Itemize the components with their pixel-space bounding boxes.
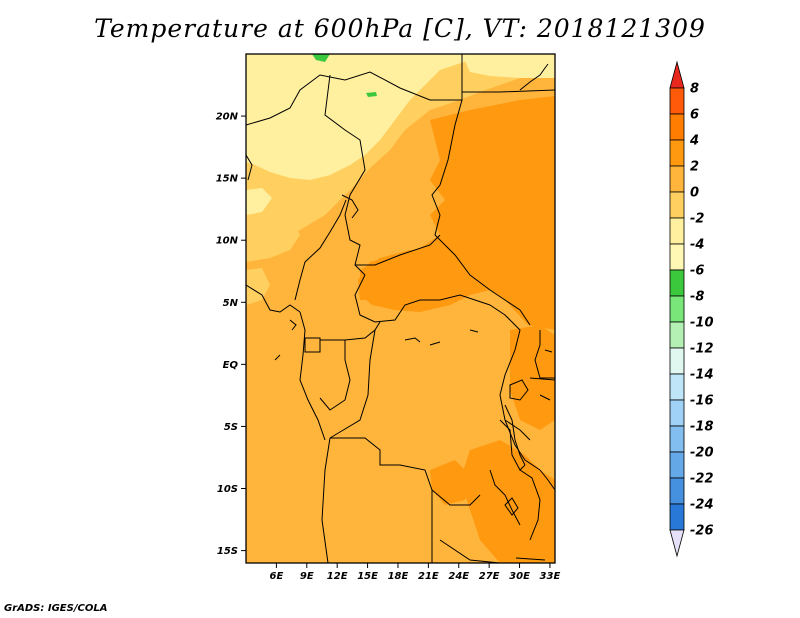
lat-tick-label: 5N [223, 298, 239, 309]
green-spot-central [366, 92, 377, 97]
colorbar-overflow-arrow [669, 60, 685, 89]
map-frame [245, 53, 556, 564]
lon-tick-label: 6E [269, 571, 283, 582]
colorbar-swatch [669, 165, 685, 193]
colorbar-label: -10 [690, 316, 714, 331]
warm-region-sahel [360, 250, 480, 312]
colorbar-swatch [669, 269, 685, 297]
lon-tick-label: 15E [357, 571, 378, 582]
colorbar-label: -24 [690, 498, 714, 513]
lat-tick-label: 5S [224, 422, 238, 433]
colorbar-label: -26 [690, 524, 714, 539]
colorbar-label: -12 [690, 342, 714, 357]
colorbar-swatch [669, 425, 685, 453]
colorbar-swatch [669, 321, 685, 349]
cool-patch-coast [246, 268, 270, 305]
cold-region-north [246, 54, 470, 180]
colorbar-label: -20 [690, 446, 714, 461]
colorbar-swatch [669, 451, 685, 479]
colorbar-underflow-arrow [669, 529, 685, 558]
lon-tick-label: 30E [509, 571, 530, 582]
lat-tick-label: 15N [216, 174, 239, 185]
colorbar-label: -16 [690, 394, 714, 409]
colorbar: 8 6 4 2 0 -2 -4 -6 -8 -10 -12 -14 -16 -18 -20 -22 -24 -26 [669, 60, 714, 558]
colorbar-label: -8 [690, 290, 704, 305]
colorbar-swatch [669, 503, 685, 531]
colorbar-swatch [669, 243, 685, 271]
lon-tick-label: 9E [300, 571, 314, 582]
cool-patch-west [246, 200, 300, 262]
lat-tick-label: EQ [223, 360, 239, 371]
colorbar-label: 4 [689, 134, 699, 149]
latitude-axis: 20N 15N 10N 5N EQ 5S 10S 15S [216, 112, 246, 557]
green-spot-north [312, 54, 330, 62]
colorbar-label: 8 [690, 82, 699, 97]
cold-patch-northeast [462, 54, 555, 78]
colorbar-swatch [669, 191, 685, 219]
colorbar-label: 0 [690, 186, 699, 201]
map-title: Temperature at 600hPa [C], VT: 201812130… [94, 14, 706, 43]
lat-tick-label: 10S [217, 484, 238, 495]
warm-region-congo [430, 460, 470, 505]
colorbar-swatch [669, 477, 685, 505]
colorbar-label: -2 [690, 212, 704, 227]
lat-tick-label: 15S [217, 546, 238, 557]
colorbar-label: -22 [690, 472, 714, 487]
colorbar-label: 6 [690, 108, 699, 123]
colorbar-swatch [669, 87, 685, 115]
colorbar-swatch [669, 373, 685, 401]
lon-tick-label: 18E [388, 571, 409, 582]
colorbar-label: -14 [690, 368, 714, 383]
longitude-axis: 6E 9E 12E 15E 18E 21E 24E 27E 30E 33E [269, 563, 560, 582]
colorbar-label: -18 [690, 420, 714, 435]
colorbar-swatch [669, 399, 685, 427]
warm-region-lakes [510, 325, 555, 430]
lon-tick-label: 24E [448, 571, 469, 582]
colorbar-label: -6 [690, 264, 704, 279]
colorbar-label: -4 [690, 238, 704, 253]
colorbar-swatch [669, 295, 685, 323]
lon-tick-label: 33E [540, 571, 561, 582]
colorbar-label: 2 [690, 160, 699, 175]
cold-patch-west [246, 188, 272, 215]
colorbar-swatch [669, 139, 685, 167]
colorbar-swatch [669, 113, 685, 141]
lat-tick-label: 20N [216, 112, 239, 123]
temperature-field [246, 54, 555, 563]
lon-tick-label: 27E [479, 571, 500, 582]
colorbar-swatch [669, 217, 685, 245]
lon-tick-label: 12E [327, 571, 348, 582]
country-borders [246, 54, 555, 563]
grads-credit: GrADS: IGES/COLA [4, 603, 108, 614]
colorbar-swatch [669, 347, 685, 375]
lat-tick-label: 10N [216, 236, 239, 247]
lon-tick-label: 21E [418, 571, 439, 582]
